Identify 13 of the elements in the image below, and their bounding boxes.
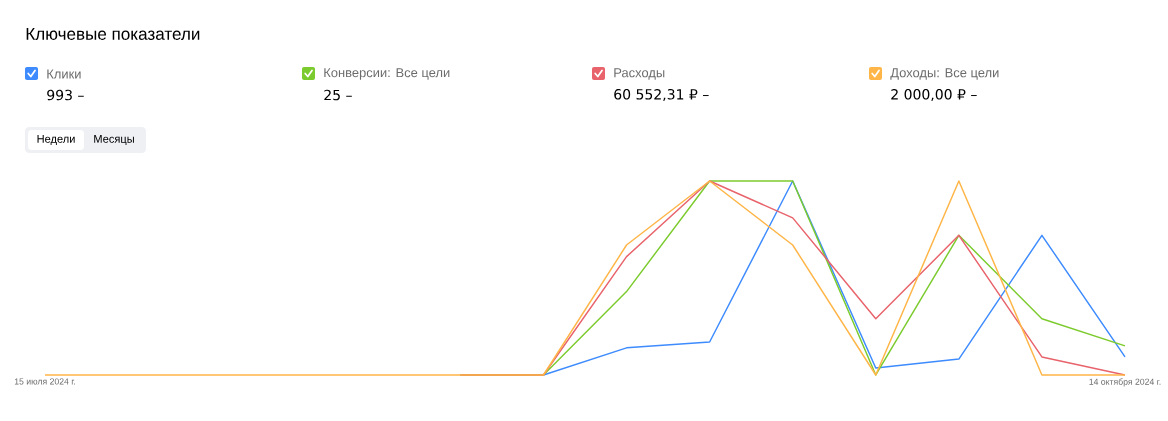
chart-title: Ключевые показатели [26, 28, 200, 40]
legend-label: Расходы [614, 68, 665, 80]
text: 993 – [47, 89, 84, 101]
text: Месяцы [94, 135, 134, 145]
text: 25 – [324, 89, 352, 101]
legend-label: Доходы: Все цели [890, 68, 999, 80]
x-tick-label: 15 июля 2024 г. [14, 378, 75, 385]
legend-label: Конверсии: Все цели [324, 68, 450, 80]
text: 2 000,00 ₽ – [891, 88, 977, 102]
text: 60 552,31 ₽ – [614, 88, 709, 102]
x-tick-label: 14 октября 2024 г. [1089, 378, 1161, 387]
legend-label: Клики [47, 69, 81, 79]
text: Недели [37, 135, 75, 145]
